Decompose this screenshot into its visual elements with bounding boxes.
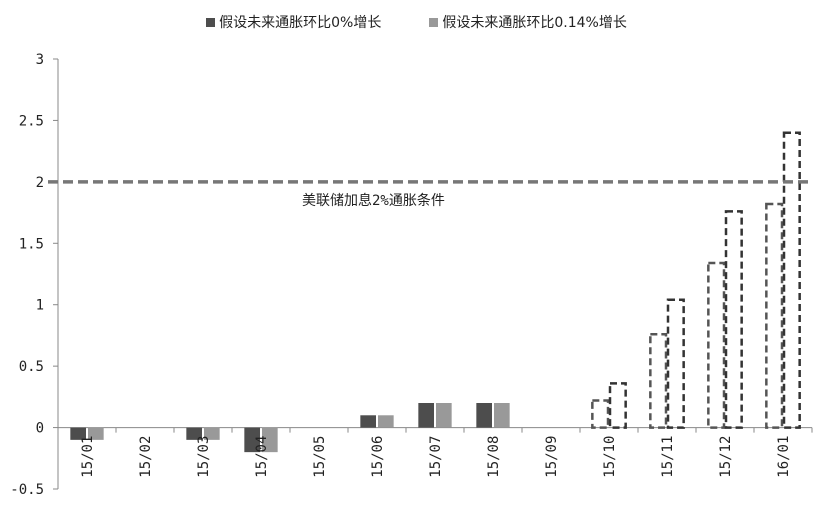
- y-tick-label: 1: [36, 298, 44, 314]
- legend-item-series-0: 假设未来通胀环比0%增长: [206, 12, 381, 32]
- bar-series-1: [378, 415, 394, 428]
- x-tick-label: 15/02: [138, 436, 154, 478]
- y-tick-label: 2: [36, 175, 44, 191]
- bar-series-0: [418, 403, 434, 428]
- x-tick-label: 15/12: [718, 436, 734, 478]
- y-tick-label: 0.5: [19, 359, 44, 375]
- y-tick-label: 1.5: [19, 236, 44, 252]
- bar-series-0: [186, 427, 202, 440]
- x-tick-label: 15/04: [254, 436, 270, 478]
- bar-series-1-projected: [782, 131, 801, 429]
- bar-series-1: [436, 403, 452, 428]
- bar-series-0-projected: [765, 202, 784, 429]
- y-tick-label: -0.5: [10, 482, 44, 498]
- x-tick-label: 15/11: [660, 436, 676, 478]
- x-tick-label: 15/10: [602, 436, 618, 478]
- bar-series-1-projected: [724, 210, 743, 429]
- legend-swatch-series-1: [429, 17, 439, 27]
- bar-series-0: [244, 427, 260, 453]
- bar-series-0-projected: [707, 261, 726, 429]
- x-tick-label: 15/08: [486, 436, 502, 478]
- bar-series-1: [204, 427, 220, 440]
- bar-series-1: [262, 427, 278, 453]
- threshold-label: 美联储加息2%通胀条件: [302, 192, 445, 209]
- bar-series-1: [88, 427, 104, 440]
- bar-series-0: [476, 403, 492, 428]
- bar-series-0-projected: [649, 332, 668, 429]
- bar-series-1-projected: [666, 298, 685, 429]
- y-tick-label: 0: [36, 421, 44, 437]
- bar-series-0: [70, 427, 86, 440]
- legend: 假设未来通胀环比0%增长 假设未来通胀环比0.14%增长: [0, 12, 833, 32]
- x-tick-label: 15/05: [312, 436, 328, 478]
- x-tick-label: 16/01: [776, 436, 792, 478]
- bar-series-0: [360, 415, 376, 428]
- x-tick-label: 15/01: [80, 436, 96, 478]
- bar-series-0-projected: [591, 399, 610, 429]
- legend-item-series-1: 假设未来通胀环比0.14%增长: [429, 12, 627, 32]
- legend-swatch-series-0: [206, 17, 216, 27]
- bar-series-1: [494, 403, 510, 428]
- bar-series-1-projected: [608, 382, 627, 429]
- legend-label-series-1: 假设未来通胀环比0.14%增长: [442, 15, 627, 31]
- y-tick-label: 3: [36, 52, 44, 68]
- y-tick-label: 2.5: [19, 113, 44, 129]
- x-tick-label: 15/07: [428, 436, 444, 478]
- legend-label-series-0: 假设未来通胀环比0%增长: [219, 15, 382, 31]
- x-tick-label: 15/03: [196, 436, 212, 478]
- x-tick-label: 15/06: [370, 436, 386, 478]
- x-tick-label: 15/09: [544, 436, 560, 478]
